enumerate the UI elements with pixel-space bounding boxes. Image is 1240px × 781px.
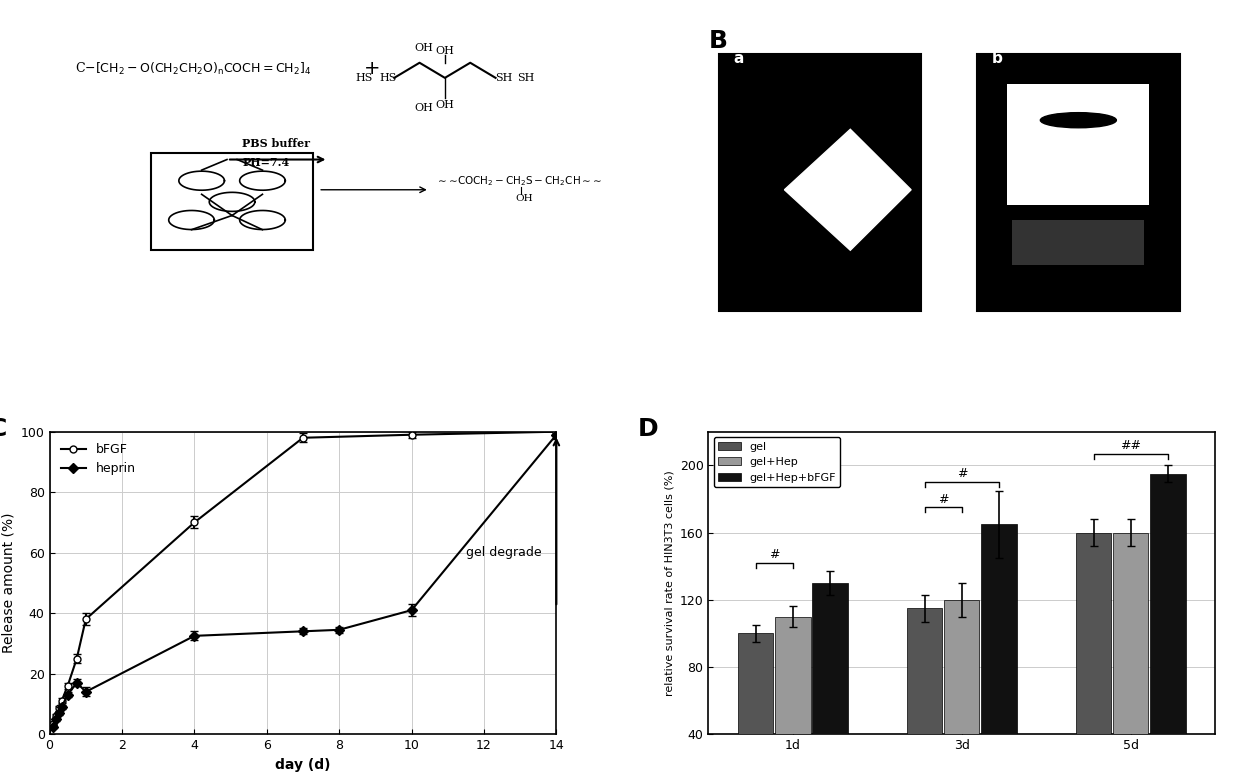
Bar — [906, 608, 942, 781]
Text: b: b — [992, 51, 1003, 66]
Text: gel degrade: gel degrade — [466, 546, 542, 559]
Text: a: a — [734, 51, 744, 66]
Text: OH: OH — [435, 100, 454, 110]
Text: #: # — [937, 493, 949, 505]
Text: D: D — [637, 416, 658, 440]
Text: OH: OH — [435, 45, 454, 55]
Text: #: # — [956, 468, 967, 480]
Ellipse shape — [1040, 112, 1116, 128]
Text: ##: ## — [1120, 439, 1141, 452]
Bar — [977, 54, 1179, 311]
Bar — [1151, 474, 1185, 781]
Text: #: # — [769, 548, 780, 561]
Bar — [1076, 533, 1111, 781]
Legend: gel, gel+Hep, gel+Hep+bFGF: gel, gel+Hep, gel+Hep+bFGF — [714, 437, 841, 487]
Bar — [718, 54, 921, 311]
Bar — [1013, 220, 1145, 266]
Text: C: C — [0, 416, 7, 440]
Y-axis label: relative survival rate of HIN3T3 cells (%): relative survival rate of HIN3T3 cells (… — [665, 470, 675, 696]
Text: HS: HS — [355, 73, 372, 83]
Bar — [775, 616, 811, 781]
Text: C$-\left[\mathrm{CH_2-O(CH_2CH_2O)_nCOCH{=}CH_2}\right]_4$: C$-\left[\mathrm{CH_2-O(CH_2CH_2O)_nCOCH… — [74, 61, 311, 77]
Text: $\sim\!\sim\!\mathrm{COCH_2-CH_2S-CH_2CH}\sim\!\sim$: $\sim\!\sim\!\mathrm{COCH_2-CH_2S-CH_2CH… — [435, 174, 603, 187]
Text: B: B — [708, 30, 728, 53]
Y-axis label: Release amount (%): Release amount (%) — [1, 512, 15, 653]
X-axis label: day (d): day (d) — [275, 758, 331, 772]
Text: +: + — [363, 59, 381, 78]
Bar — [738, 633, 774, 781]
Legend: bFGF, heprin: bFGF, heprin — [56, 438, 141, 480]
Text: PBS buffer: PBS buffer — [242, 138, 310, 149]
Bar — [1114, 533, 1148, 781]
Bar — [981, 524, 1017, 781]
Text: SH: SH — [517, 73, 534, 83]
Text: OH: OH — [516, 194, 533, 203]
Bar — [1007, 84, 1149, 205]
Text: SH: SH — [496, 73, 513, 83]
Polygon shape — [785, 130, 911, 250]
Bar — [812, 583, 848, 781]
Text: OH: OH — [414, 103, 433, 113]
Bar — [151, 154, 314, 250]
Text: HS: HS — [379, 73, 397, 83]
Text: OH: OH — [414, 43, 433, 52]
Bar — [944, 600, 980, 781]
Text: PH=7.4: PH=7.4 — [242, 156, 289, 168]
